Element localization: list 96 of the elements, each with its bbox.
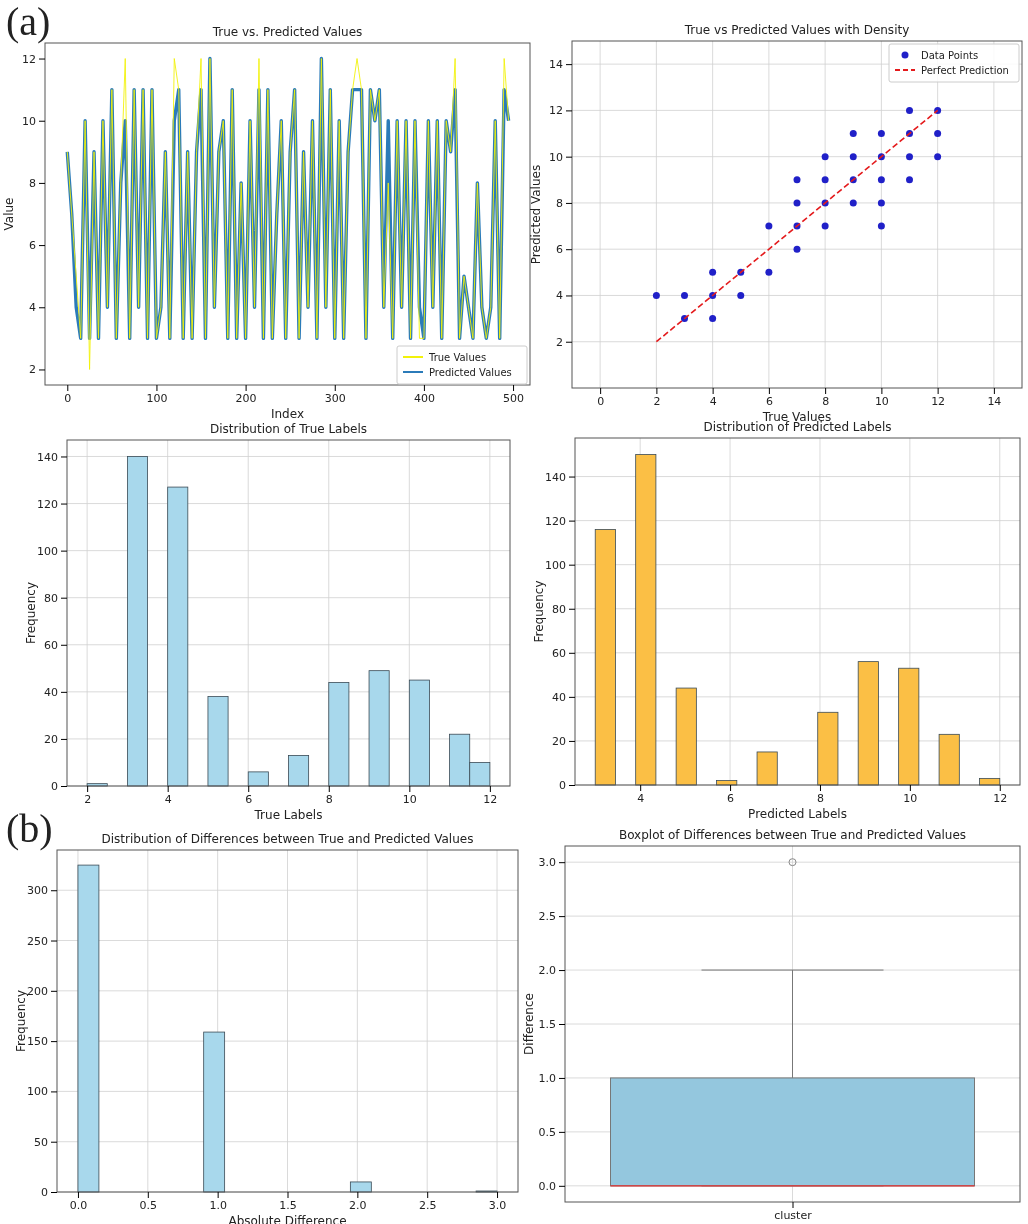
x-tick-label: 4 [709,394,717,408]
x-tick-label: 500 [503,391,525,405]
text: (b) [6,806,53,851]
x-tick-label: 14 [987,394,1002,408]
y-tick-label: 300 [27,884,48,898]
y-axis-title: Value [2,197,16,231]
chart-title: Distribution of True Labels [209,422,368,436]
x-tick-label: cluster [774,1208,813,1222]
y-tick-label: 150 [27,1035,48,1049]
y-tick-label: 0 [41,1186,48,1200]
y-tick-label: 250 [27,934,48,948]
chart-title: True vs. Predicted Values [211,25,363,39]
x-tick-label: 12 [931,394,946,408]
annotation: (a) [6,0,51,44]
x-tick-label: 2.0 [349,1198,367,1212]
chart-title: Boxplot of Differences between True and Predicted Values [618,828,967,842]
x-tick-label: 8 [816,791,824,805]
y-tick-label: 60 [552,646,566,660]
y-tick-label: 0.5 [538,1125,556,1139]
x-tick-label: 0 [597,394,605,408]
x-tick-label: 0.5 [139,1198,158,1212]
y-tick-label: 200 [27,984,48,998]
x-tick-label: 10 [402,792,417,806]
legend-label: True Values [428,352,487,363]
x-tick-label: 6 [765,394,773,408]
x-tick-label: 12 [993,791,1008,805]
y-tick-label: 2 [29,363,36,377]
y-tick-label: 140 [37,450,58,464]
y-tick-label: 2 [556,335,563,349]
legend-label: Perfect Prediction [921,65,1009,76]
y-tick-label: 120 [37,497,58,511]
x-axis-title: Index [270,407,305,421]
y-tick-label: 2.0 [538,964,556,978]
y-tick-label: 6 [556,243,563,257]
y-tick-label: 4 [29,301,36,315]
y-tick-label: 6 [29,239,36,253]
x-tick-label: 12 [483,792,498,806]
x-tick-label: 1.0 [209,1198,227,1212]
y-tick-label: 1.0 [538,1071,556,1085]
x-tick-label: 1.5 [279,1198,297,1212]
x-axis-title: Predicted Labels [748,807,847,821]
y-tick-label: 50 [34,1135,48,1149]
x-tick-label: 6 [245,792,253,806]
x-tick-label: 200 [235,391,257,405]
x-axis-title: True Labels [253,808,323,822]
x-tick-label: 4 [164,792,172,806]
chart-title: Distribution of Differences between True and Predicted Values [101,832,474,846]
y-axis-title: Frequency [532,580,546,643]
y-axis-title: Difference [522,993,536,1055]
x-tick-label: 10 [874,394,889,408]
x-tick-label: 300 [324,391,346,405]
y-tick-label: 0.0 [538,1179,556,1193]
y-tick-label: 14 [549,58,563,72]
x-tick-label: 10 [903,791,918,805]
y-tick-label: 4 [556,289,563,303]
y-tick-label: 12 [22,52,36,66]
y-tick-label: 100 [27,1085,48,1099]
y-tick-label: 0 [51,780,58,794]
y-tick-label: 2.5 [538,910,556,924]
y-tick-label: 40 [552,690,566,704]
y-tick-label: 10 [22,114,36,128]
y-tick-label: 60 [44,638,58,652]
y-tick-label: 80 [44,591,58,605]
legend-label: Predicted Values [429,367,512,378]
y-tick-label: 100 [545,558,566,572]
y-tick-label: 12 [549,104,563,118]
y-tick-label: 8 [556,196,563,210]
x-tick-label: 3.0 [488,1198,507,1212]
x-tick-label: 4 [637,791,645,805]
y-axis-title: Predicted Values [529,164,543,265]
y-tick-label: 20 [44,732,58,746]
x-tick-label: 0 [64,391,72,405]
y-tick-label: 10 [549,150,563,164]
x-tick-label: 400 [413,391,435,405]
x-tick-label: 8 [325,792,333,806]
x-tick-label: 2 [653,394,661,408]
y-tick-label: 120 [545,514,566,528]
y-tick-label: 1.5 [538,1018,556,1032]
y-tick-label: 100 [37,544,58,558]
x-tick-label: 0.0 [69,1198,88,1212]
y-axis-title: Frequency [14,990,28,1052]
y-tick-label: 3.0 [538,856,556,870]
y-tick-label: 20 [552,734,566,748]
x-tick-label: 2.5 [418,1198,437,1212]
x-tick-label: 6 [727,791,735,805]
y-tick-label: 8 [29,176,36,190]
chart-title: True vs Predicted Values with Density [683,23,910,37]
y-tick-label: 0 [559,779,566,793]
y-tick-label: 40 [44,685,58,699]
x-tick-label: 2 [84,792,92,806]
legend-label: Data Points [921,50,979,61]
x-tick-label: 8 [822,394,830,408]
x-tick-label: 100 [146,391,168,405]
y-tick-label: 140 [545,470,566,484]
y-tick-label: 80 [552,602,566,616]
y-axis-title: Frequency [24,582,38,644]
